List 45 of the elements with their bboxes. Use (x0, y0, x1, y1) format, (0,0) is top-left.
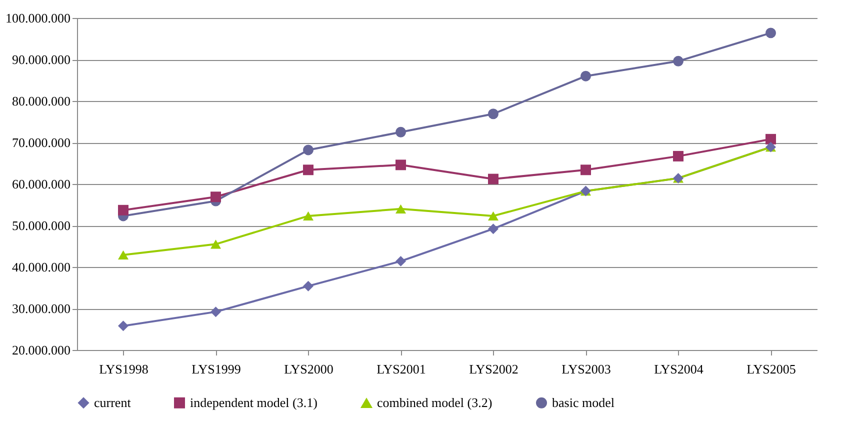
legend-label: combined model (3.2) (377, 395, 492, 410)
y-tick-label: 50.000.000 (12, 218, 70, 233)
x-tick-label: LYS2001 (376, 362, 426, 376)
x-tick-label: LYS2000 (284, 362, 334, 376)
point (396, 204, 406, 214)
point (303, 280, 314, 292)
y-tick-label: 40.000.000 (12, 260, 70, 274)
point (118, 320, 128, 332)
x-tick-label: LYS2003 (562, 362, 611, 376)
x-tick-label: LYS1998 (99, 362, 148, 376)
point (396, 256, 406, 266)
point (673, 150, 684, 162)
y-tick-label: 70.000.000 (12, 135, 70, 150)
point (210, 240, 221, 249)
y-tick-label: 100.000.000 (6, 10, 70, 26)
point (766, 134, 776, 144)
point (396, 126, 406, 138)
legend-label: basic model (552, 394, 615, 410)
point (210, 306, 221, 318)
point (303, 164, 314, 176)
y-tick-label: 30.000.000 (12, 301, 70, 316)
point (303, 144, 314, 156)
point (118, 204, 128, 216)
x-tick-label: LYS2004 (654, 362, 704, 376)
legend-label: current (94, 394, 132, 410)
point (580, 164, 591, 176)
point (210, 192, 221, 202)
point (303, 211, 314, 220)
y-tick-label: 60.000.000 (12, 176, 70, 192)
point (118, 250, 128, 260)
point (488, 211, 498, 220)
point (673, 56, 684, 66)
y-tick-label: 90.000.000 (12, 52, 70, 67)
y-tick-label: 20.000.000 (12, 342, 70, 358)
point (488, 174, 498, 184)
point (488, 224, 498, 234)
point (488, 108, 498, 120)
x-tick-label: LYS2005 (746, 362, 796, 376)
point (766, 28, 776, 38)
point (580, 70, 591, 82)
legend-label: independent model (3.1) (190, 394, 318, 410)
point (396, 160, 406, 170)
y-tick-label: 80.000.000 (12, 94, 70, 108)
x-tick-label: LYS1999 (192, 362, 241, 376)
x-tick-label: LYS2002 (469, 362, 518, 376)
